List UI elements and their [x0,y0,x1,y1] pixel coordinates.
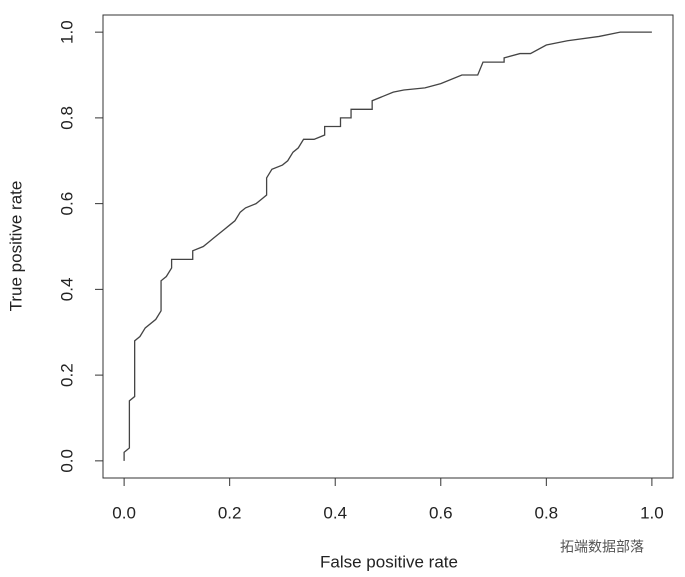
x-tick-label: 0.0 [112,503,136,522]
y-tick-label: 0.6 [57,192,76,216]
plot-box [102,14,674,479]
x-tick-label: 0.6 [429,503,453,522]
y-tick-label: 0.4 [57,278,76,302]
x-axis-label: False positive rate [320,552,458,571]
x-tick-label: 1.0 [640,503,664,522]
x-tick-label: 0.8 [535,503,559,522]
x-tick-label: 0.2 [218,503,242,522]
y-tick-label: 0.8 [57,106,76,130]
y-tick-label: 0.2 [57,363,76,387]
roc-line [123,31,652,461]
y-tick-label: 1.0 [57,20,76,44]
watermark: 拓端数据部落 [560,539,644,555]
y-axis-label: True positive rate [6,181,25,312]
y-tick-label: 0.0 [57,449,76,473]
x-tick-label: 0.4 [323,503,347,522]
